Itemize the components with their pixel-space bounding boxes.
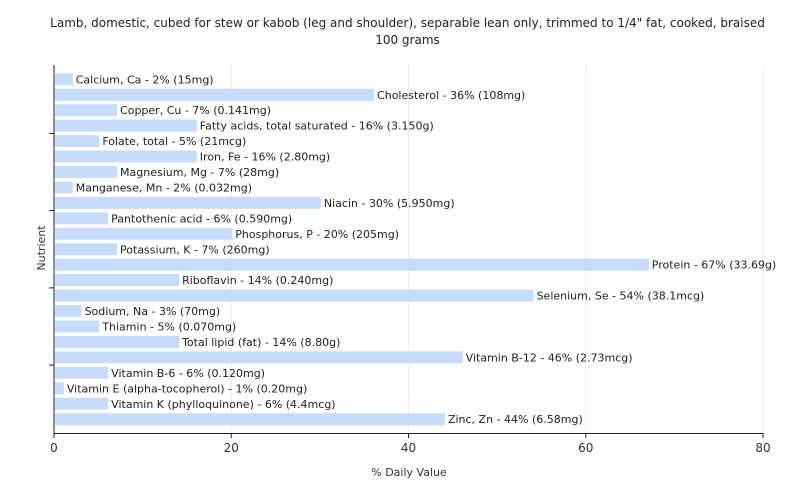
bar-label-6: Magnesium, Mg - 7% (28mg) [120,166,279,179]
chart-subtitle: 100 grams [375,33,440,47]
bar-label-7: Manganese, Mn - 2% (0.032mg) [76,181,252,194]
bar-18 [55,351,463,364]
chart-title: Lamb, domestic, cubed for stew or kabob … [40,15,775,49]
y-axis-title: Nutrient [35,225,48,271]
bar-label-10: Phosphorus, P - 20% (205mg) [235,228,399,241]
bar-22 [55,413,445,426]
bar-7 [55,181,73,194]
bar-3 [55,119,197,132]
grid-lines [230,65,764,433]
bar-label-4: Folate, total - 5% (21mcg) [102,135,246,148]
bar-11 [55,243,118,256]
bar-label-22: Zinc, Zn - 44% (6.58mg) [448,413,583,426]
bar-9 [55,212,109,225]
x-tick-label-4: 80 [755,441,770,455]
bar-20 [55,382,64,395]
bar-label-15: Sodium, Na - 3% (70mg) [85,305,221,318]
x-tick-label-1: 20 [224,441,239,455]
bar-8 [55,196,321,209]
axes: 0 20 40 60 80 [49,65,771,455]
chart-title-text: Lamb, domestic, cubed for stew or kabob … [50,16,765,30]
x-tick-label-0: 0 [50,441,58,455]
bar-10 [55,227,233,240]
bar-label-16: Thiamin - 5% (0.070mg) [101,321,236,334]
bar-15 [55,305,82,318]
bar-label-19: Vitamin B-6 - 6% (0.120mg) [111,367,265,380]
bar-label-18: Vitamin B-12 - 46% (2.73mcg) [466,351,633,364]
x-tick-label-3: 60 [578,441,593,455]
bar-label-3: Fatty acids, total saturated - 16% (3.15… [200,120,434,133]
bar-6 [55,166,118,178]
bar-label-14: Selenium, Se - 54% (38.1mcg) [537,290,705,303]
x-tick-label-2: 40 [401,441,416,455]
bar-label-11: Potassium, K - 7% (260mg) [120,243,270,256]
bar-5 [55,150,197,163]
bar-label-9: Pantothenic acid - 6% (0.590mg) [111,212,292,225]
bar-19 [55,366,109,379]
bars: Calcium, Ca - 2% (15mg) Cholesterol - 36%… [55,73,776,426]
bar-label-17: Total lipid (fat) - 14% (8.80g) [181,336,340,349]
bar-2 [55,104,118,117]
bar-label-5: Iron, Fe - 16% (2.80mg) [200,151,330,164]
bar-0 [55,73,73,86]
bar-4 [55,135,100,148]
bar-label-0: Calcium, Ca - 2% (15mg) [76,73,214,86]
bar-1 [55,88,375,101]
bar-label-2: Copper, Cu - 7% (0.141mg) [120,104,271,117]
bar-12 [55,258,649,271]
bar-label-21: Vitamin K (phylloquinone) - 6% (4.4mcg) [111,398,335,411]
bar-label-13: Riboflavin - 14% (0.240mg) [182,274,333,287]
bar-label-12: Protein - 67% (33.69g) [652,259,777,272]
bar-16 [55,320,100,333]
bar-label-20: Vitamin E (alpha-tocopherol) - 1% (0.20m… [67,382,307,395]
bar-13 [55,274,180,287]
x-axis-title: % Daily Value [371,466,447,479]
bar-label-8: Niacin - 30% (5.950mg) [324,197,455,210]
bar-17 [55,335,180,348]
bar-21 [55,397,109,410]
bar-14 [55,289,534,302]
bar-label-1: Cholesterol - 36% (108mg) [377,89,525,102]
